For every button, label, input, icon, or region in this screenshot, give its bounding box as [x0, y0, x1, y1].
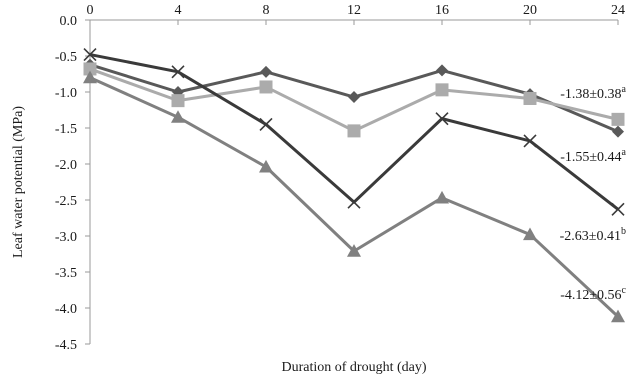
chart-text: 0.0 -0.5 -1.0 -1.5 -2.0 -2.5 -3.0 -3.5 -4.0 -4.5 0…: [11, 3, 627, 375]
y-tick-label: 0.0: [60, 14, 78, 29]
square-marker: [259, 80, 273, 94]
x-tick-label: 4: [175, 3, 182, 18]
diamond-marker: [260, 65, 272, 78]
annotation-significance-letter: a: [622, 147, 627, 158]
y-tick-label: -4.5: [55, 338, 77, 353]
cross-marker-stroke: [435, 112, 449, 126]
triangle-marker: [171, 110, 185, 123]
cross-marker-stroke: [171, 65, 185, 79]
square-marker: [523, 91, 537, 105]
square-marker: [435, 83, 449, 97]
annotation-significance-letter: a: [622, 84, 627, 95]
triangle-marker: [259, 159, 273, 173]
y-tick-label: -4.0: [55, 302, 77, 317]
cross-marker: [523, 134, 537, 148]
cross-marker-stroke: [83, 47, 97, 62]
cross-marker: [83, 47, 97, 62]
square-marker: [171, 94, 185, 108]
y-tick-label: -1.0: [55, 86, 77, 101]
x-tick-label: 12: [347, 3, 361, 18]
annotation-value: -4.12±0.56: [560, 288, 621, 303]
annotation-value: -1.38±0.38: [560, 87, 621, 102]
triangle-marker: [523, 227, 537, 241]
y-tick-label: -1.5: [55, 122, 77, 137]
x-tick-label: 0: [87, 3, 94, 18]
x-tick-label: 8: [263, 3, 270, 18]
x-tick-label: 16: [435, 3, 449, 18]
triangle-marker: [611, 309, 625, 323]
cross-marker: [347, 195, 361, 209]
cross-marker: [171, 65, 185, 79]
annotation-significance-letter: b: [621, 226, 626, 237]
end-value-annotation: -2.63±0.41b: [560, 226, 626, 244]
annotation-significance-letter: c: [622, 285, 627, 296]
y-axis-title: Leaf water potential (MPa): [11, 106, 26, 258]
series-4-line: [89, 76, 620, 318]
cross-marker: [435, 112, 449, 126]
annotation-value: -2.63±0.41: [560, 229, 621, 244]
y-tick-label: -3.0: [55, 230, 77, 245]
y-tick-label: -2.0: [55, 158, 77, 173]
diamond-marker: [436, 64, 448, 77]
x-tick-label: 24: [611, 3, 625, 18]
square-marker: [611, 112, 625, 126]
cross-marker: [259, 117, 273, 131]
series-4-markers: [83, 70, 625, 323]
triangle-marker: [347, 244, 361, 257]
diamond-marker: [348, 91, 360, 104]
y-tick-label: -3.5: [55, 266, 77, 281]
y-tick-label: -2.5: [55, 194, 77, 209]
series-markers: [83, 47, 625, 323]
triangle-marker: [435, 190, 449, 204]
x-tick-label: 20: [523, 3, 537, 18]
diamond-marker: [612, 125, 624, 138]
triangle-marker: [83, 70, 97, 84]
cross-marker-stroke: [611, 202, 625, 216]
x-axis-title: Duration of drought (day): [281, 360, 426, 375]
series-2-markers: [83, 62, 625, 138]
square-marker: [83, 62, 97, 76]
y-tick-label: -0.5: [55, 50, 77, 65]
cross-marker-stroke: [347, 195, 361, 209]
cross-marker-stroke: [259, 117, 273, 131]
end-value-annotation: -1.38±0.38a: [560, 84, 626, 102]
end-value-annotation: -1.55±0.44a: [560, 147, 626, 165]
end-value-annotation: -4.12±0.56c: [560, 285, 626, 303]
series-3-markers: [83, 47, 625, 216]
annotation-value: -1.55±0.44: [560, 150, 621, 165]
square-marker: [347, 124, 361, 138]
cross-marker: [611, 202, 625, 216]
cross-marker-stroke: [523, 134, 537, 148]
